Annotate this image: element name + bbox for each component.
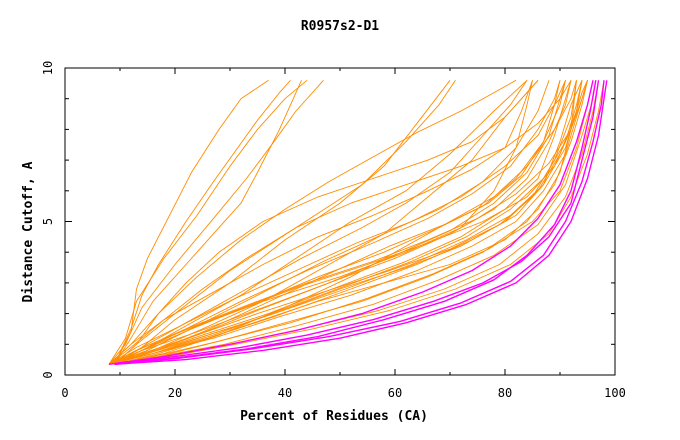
x-tick-label-0: 0 xyxy=(61,386,68,400)
series-line-model-23 xyxy=(108,80,561,365)
series-layer xyxy=(108,79,608,365)
y-axis-label: Distance Cutoff, A xyxy=(21,161,36,302)
ticks-layer: 0 20 40 60 80 100 0 5 10 xyxy=(41,61,626,400)
series-line-model-07 xyxy=(114,79,539,365)
series-line-model-33 xyxy=(108,80,583,365)
series-line-model-29 xyxy=(114,80,577,365)
series-line-model-42 xyxy=(114,80,608,365)
series-line-model-40 xyxy=(114,80,597,365)
chart-title: R0957s2-D1 xyxy=(301,19,379,34)
x-tick-label-100: 100 xyxy=(604,386,626,400)
series-line-model-39 xyxy=(114,80,600,365)
series-line-model-22 xyxy=(108,80,572,365)
x-tick-label-80: 80 xyxy=(498,386,512,400)
series-line-model-02 xyxy=(108,79,308,365)
series-line-model-25 xyxy=(108,80,594,365)
series-line-model-41 xyxy=(108,80,594,365)
series-line-model-01 xyxy=(114,80,291,365)
series-line-model-27 xyxy=(108,80,528,365)
series-line-model-38 xyxy=(108,80,577,365)
series-line-model-36 xyxy=(108,79,517,365)
y-tick-label-10: 10 xyxy=(41,61,55,75)
series-line-model-28 xyxy=(108,80,550,365)
series-line-model-13 xyxy=(108,80,572,365)
series-line-model-30 xyxy=(108,80,605,365)
y-tick-label-0: 0 xyxy=(41,371,55,378)
series-line-model-05 xyxy=(114,80,451,365)
series-line-model-24 xyxy=(108,80,583,365)
series-line-model-43 xyxy=(114,80,605,365)
series-line-model-06 xyxy=(114,79,528,365)
series-line-model-10 xyxy=(114,80,302,365)
series-line-model-37 xyxy=(114,80,577,365)
series-line-model-31 xyxy=(108,80,572,365)
series-line-model-04 xyxy=(114,79,269,365)
x-tick-label-20: 20 xyxy=(168,386,182,400)
x-tick-label-40: 40 xyxy=(278,386,292,400)
x-axis-label: Percent of Residues (CA) xyxy=(240,409,428,424)
series-line-model-16 xyxy=(108,80,597,365)
x-tick-label-60: 60 xyxy=(388,386,402,400)
y-tick-label-5: 5 xyxy=(41,218,55,225)
